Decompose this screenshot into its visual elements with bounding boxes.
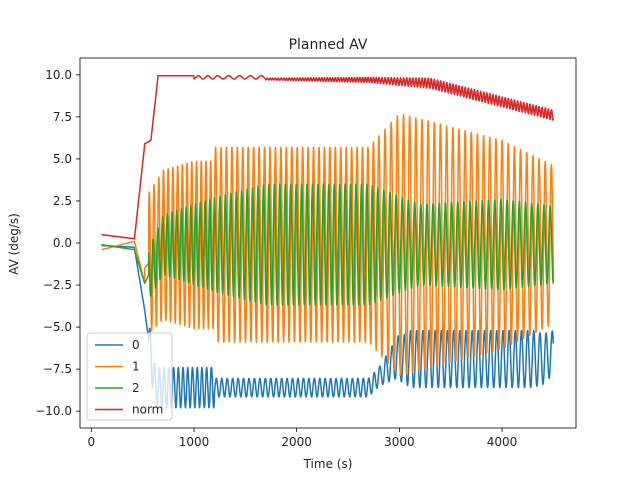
y-tick-label: 0.0	[53, 236, 72, 250]
ticks: 0 1000 2000 3000 4000 −10.0 −7.5 −5.0 −2.5 0.0 2.5…	[35, 68, 517, 449]
y-tick-label: 7.5	[53, 110, 72, 124]
y-tick-label: 5.0	[53, 152, 72, 166]
legend-label-norm: norm	[132, 403, 163, 417]
x-tick-label: 3000	[384, 435, 415, 449]
chart-title: Planned AV	[289, 37, 368, 53]
legend-label-0: 0	[132, 338, 140, 352]
legend: 0 1 2 norm	[86, 332, 173, 421]
y-axis-label: AV (deg/s)	[7, 213, 21, 275]
x-axis-label: Time (s)	[303, 457, 353, 471]
legend-label-2: 2	[132, 381, 140, 395]
x-tick-label: 1000	[179, 435, 210, 449]
y-tick-label: 10.0	[45, 68, 72, 82]
y-tick-label: −7.5	[43, 362, 72, 376]
y-tick-label: 2.5	[53, 194, 72, 208]
series-lines	[101, 74, 555, 409]
x-tick-label: 0	[87, 435, 95, 449]
legend-label-1: 1	[132, 360, 140, 374]
y-tick-label: −10.0	[35, 404, 72, 418]
series-line-0	[101, 244, 555, 409]
series-line-1	[101, 113, 555, 377]
x-tick-label: 4000	[487, 435, 518, 449]
y-tick-label: −2.5	[43, 278, 72, 292]
x-tick-label: 2000	[281, 435, 312, 449]
series-line-2	[101, 183, 554, 306]
series-line-norm	[101, 74, 555, 240]
y-tick-label: −5.0	[43, 320, 72, 334]
legend-box	[86, 332, 173, 421]
